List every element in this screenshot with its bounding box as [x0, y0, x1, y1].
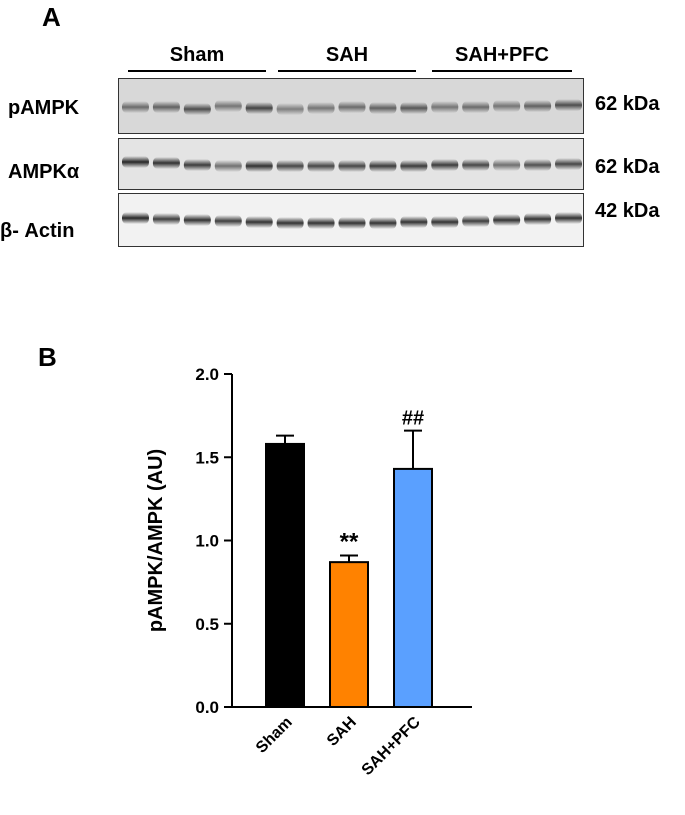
bar-sah-pfc — [393, 467, 433, 708]
blot-band — [524, 159, 552, 171]
blot-band — [369, 160, 397, 172]
blot-label-actin: β- Actin — [0, 220, 75, 242]
blot-band — [152, 101, 180, 114]
bar-sah — [329, 561, 369, 708]
significance-annotation: ## — [402, 408, 424, 430]
blot-band — [493, 159, 521, 171]
blot-band — [152, 213, 180, 226]
blot-band — [152, 157, 180, 169]
y-tick-label: 0.5 — [195, 615, 219, 634]
panel-b-letter: B — [38, 342, 57, 372]
x-tick-label: Sham — [253, 714, 296, 757]
blot-band — [462, 159, 490, 171]
blot-actin-bands — [122, 212, 582, 230]
x-tick-label: SAH+PFC — [359, 713, 424, 778]
blot-band — [183, 159, 211, 171]
y-axis-label: pAMPK/AMPK (AU) — [145, 449, 167, 632]
blot-pampk-bands — [122, 99, 582, 116]
blot-band — [524, 100, 552, 113]
blot-band — [462, 101, 490, 114]
blot-ampk — [118, 138, 584, 190]
panel-a-letter: A — [42, 2, 61, 32]
kda-pampk: 62 kDa — [595, 93, 660, 115]
blot-band — [431, 159, 459, 171]
group-label-sham: Sham — [169, 44, 225, 66]
kda-actin: 42 kDa — [595, 200, 660, 222]
blot-band — [524, 213, 552, 226]
blot-band — [245, 160, 273, 172]
blot-band — [214, 160, 242, 172]
blot-band — [493, 214, 521, 227]
group-line-sham — [128, 70, 266, 72]
group-line-sah-pfc — [432, 70, 572, 72]
blot-band — [183, 103, 211, 116]
y-tick-label: 1.0 — [195, 532, 219, 551]
blot-band — [462, 215, 490, 228]
blot-band — [183, 214, 211, 227]
blot-band — [245, 216, 273, 229]
blot-band — [400, 160, 428, 172]
blot-band — [338, 217, 366, 230]
x-tick-label: SAH — [324, 714, 360, 750]
significance-annotation: ** — [340, 528, 359, 555]
blot-band — [338, 101, 366, 114]
blot-band — [555, 158, 582, 170]
blot-band — [276, 217, 304, 230]
blot-band — [493, 100, 521, 113]
y-tick-label: 0.0 — [195, 698, 219, 717]
blot-band — [431, 101, 459, 114]
blot-ampk-bands — [122, 156, 582, 172]
group-line-sah — [278, 70, 416, 72]
blot-band — [122, 101, 149, 114]
kda-ampk: 62 kDa — [595, 156, 660, 178]
blot-band — [276, 103, 304, 116]
blot-band — [214, 100, 242, 113]
blot-band — [307, 217, 335, 230]
blot-band — [307, 160, 335, 172]
blot-band — [400, 216, 428, 229]
blot-band — [245, 102, 273, 115]
y-tick-label: 1.5 — [195, 448, 219, 467]
blot-band — [276, 160, 304, 172]
group-label-sah: SAH — [325, 44, 369, 66]
blot-label-pampk: pAMPK — [8, 97, 80, 119]
blot-actin — [118, 193, 584, 247]
blot-band — [122, 212, 149, 225]
y-tick-label: 2.0 — [195, 365, 219, 384]
blot-band — [338, 160, 366, 172]
blot-band — [122, 156, 149, 168]
blot-band — [369, 102, 397, 115]
blot-band — [369, 217, 397, 230]
blot-band — [307, 102, 335, 115]
blot-pampk — [118, 78, 584, 134]
blot-label-ampk: AMPKα — [8, 161, 80, 183]
blot-band — [555, 99, 582, 112]
group-label-sah-pfc: SAH+PFC — [455, 44, 549, 66]
bar-sham — [265, 442, 305, 709]
blot-band — [555, 212, 582, 225]
blot-band — [400, 102, 428, 115]
blot-band — [214, 215, 242, 228]
bar-chart: 0.0 0.5 1.0 1.5 2.0 pAMPK/AMPK (AU) Sham ** SAH #… — [145, 365, 472, 779]
blot-band — [431, 216, 459, 229]
